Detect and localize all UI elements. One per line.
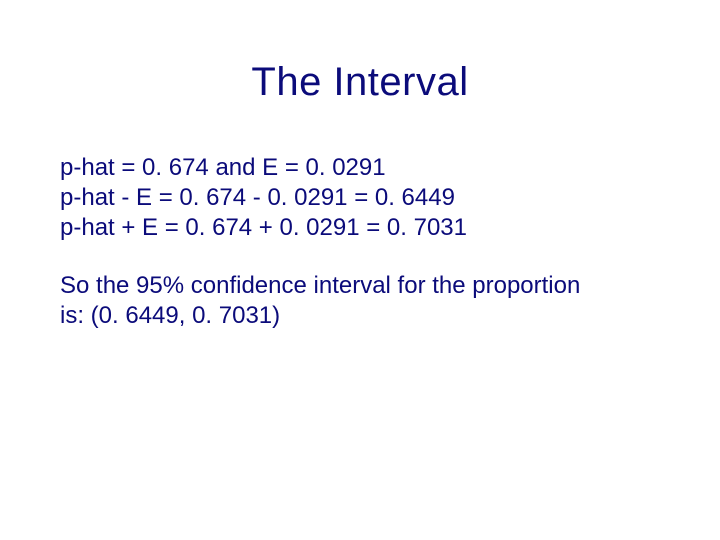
body-line: p-hat + E = 0. 674 + 0. 0291 = 0. 7031 bbox=[60, 213, 660, 243]
conclusion-line: is: (0. 6449, 0. 7031) bbox=[60, 301, 660, 331]
slide-container: The Interval p-hat = 0. 674 and E = 0. 0… bbox=[0, 0, 720, 540]
slide-title: The Interval bbox=[60, 60, 660, 105]
body-line: p-hat = 0. 674 and E = 0. 0291 bbox=[60, 153, 660, 183]
slide-title-block: The Interval bbox=[60, 60, 660, 105]
spacer bbox=[60, 243, 660, 271]
slide-body: p-hat = 0. 674 and E = 0. 0291 p-hat - E… bbox=[60, 153, 660, 331]
conclusion-line: So the 95% confidence interval for the p… bbox=[60, 271, 660, 301]
body-line: p-hat - E = 0. 674 - 0. 0291 = 0. 6449 bbox=[60, 183, 660, 213]
